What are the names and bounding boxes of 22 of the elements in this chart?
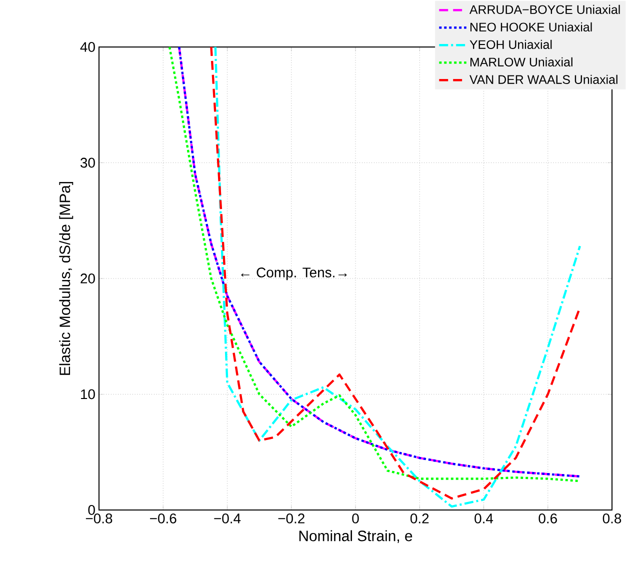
x-axis-title: Nominal Strain, e [299,530,412,543]
x-tick-label: −0.8 [86,514,112,524]
y-tick-label: 10 [81,389,95,400]
x-tick-label: −0.2 [278,514,304,524]
y-tick-label: 30 [80,158,95,168]
y-axis-title: Elastic Modulus, dS/de [MPa] [59,182,74,375]
annotation: ← Comp. Tens.→ [241,268,347,280]
x-tick-label: 0.2 [410,514,429,524]
legend-label: YEOH Uniaxial [470,40,552,50]
x-tick-label: 0.4 [474,514,494,524]
legend-label: MARLOW Uniaxial [470,57,572,67]
x-tick-label: 0.6 [538,514,557,524]
y-tick-label: 0 [88,505,95,515]
y-tick-label: 40 [80,42,95,52]
x-tick-label: −0.6 [150,514,176,524]
x-tick-label: −0.4 [214,514,241,524]
legend-label: ARRUDA−BOYCE Uniaxial [469,4,620,14]
x-tick-label: 0 [352,514,359,524]
legend-label: VAN DER WAALS Uniaxial [470,74,618,84]
legend-label: NEO HOOKE Uniaxial [470,22,592,32]
x-tick-label: 0.8 [602,514,622,524]
y-tick-label: 20 [80,274,95,284]
